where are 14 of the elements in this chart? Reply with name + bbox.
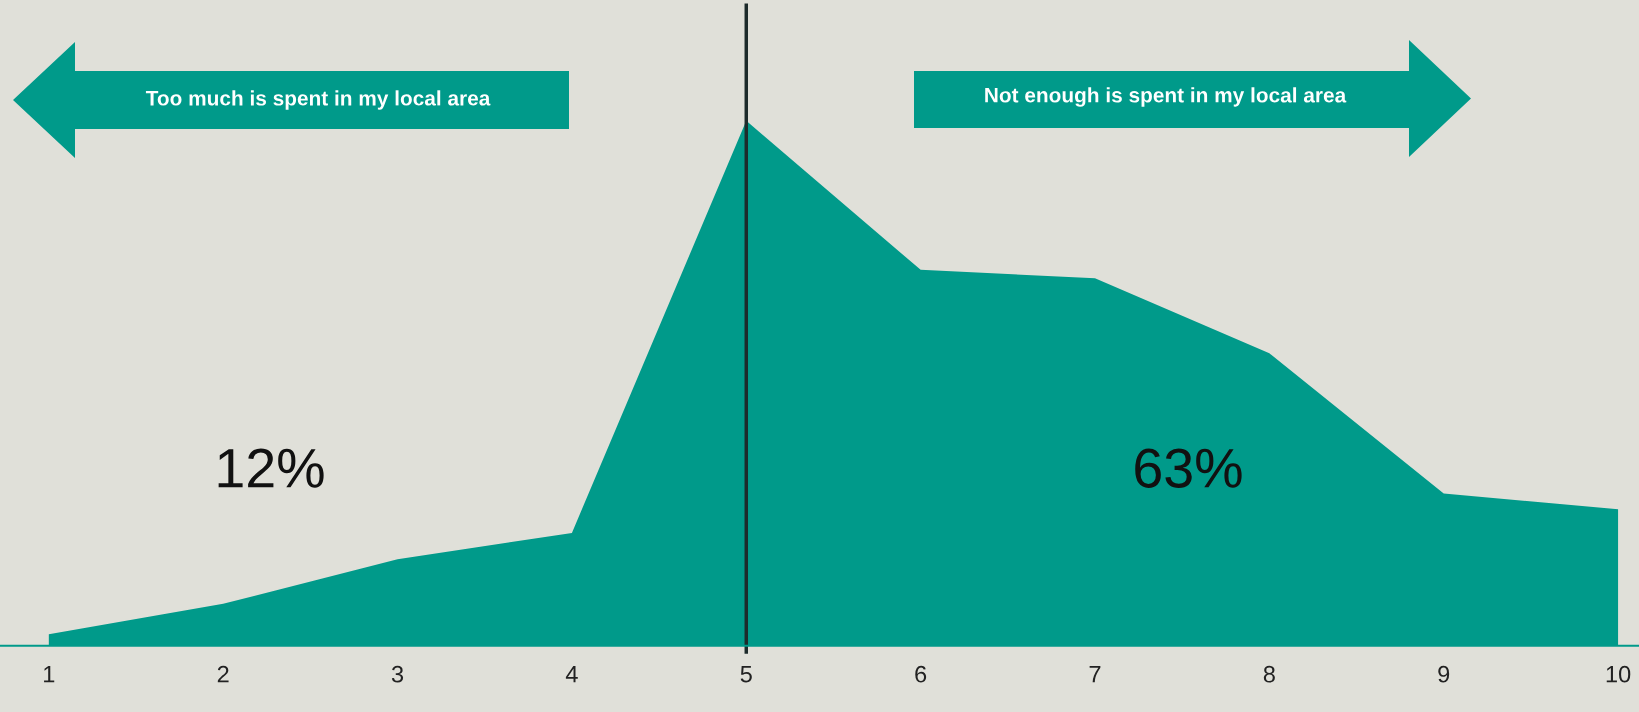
x-tick-label: 9 — [1438, 665, 1450, 683]
annotation: 12% — [218, 448, 324, 488]
annotation: 63% — [1135, 448, 1242, 488]
x-tick-label: 1 — [44, 666, 55, 683]
x-tick-label: 6 — [915, 665, 927, 683]
x-tick-label: 4 — [565, 666, 578, 683]
x-tick-label: 7 — [1089, 666, 1101, 683]
x-tick-label: 3 — [391, 665, 404, 683]
x-tick-label: 2 — [217, 665, 229, 683]
x-tick-label: 10 — [1606, 665, 1631, 683]
x-tick-label: 5 — [740, 666, 752, 683]
text: Not enough is spent in my local area — [985, 87, 1347, 107]
text: Too much is spent in my local area — [145, 90, 491, 110]
x-tick-label: 8 — [1263, 665, 1275, 683]
